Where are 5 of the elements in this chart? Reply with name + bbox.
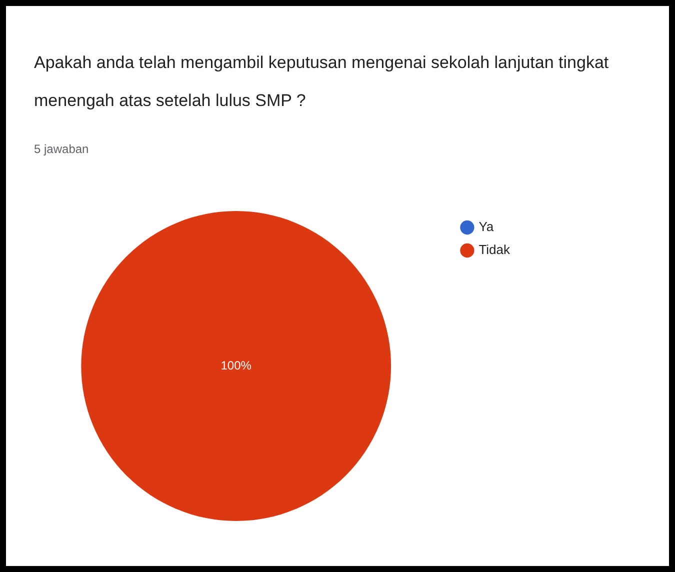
- chart-title: Apakah anda telah mengambil keputusan mengenai sekolah lanjutan tingkat menengah atas setelah lulus SMP ?: [34, 52, 610, 112]
- chart-subtitle: 5 jawaban: [34, 142, 89, 156]
- data-label: 100%: [220, 358, 252, 372]
- legend-label: Ya: [478, 219, 494, 234]
- legend-label: Tidak: [478, 242, 510, 258]
